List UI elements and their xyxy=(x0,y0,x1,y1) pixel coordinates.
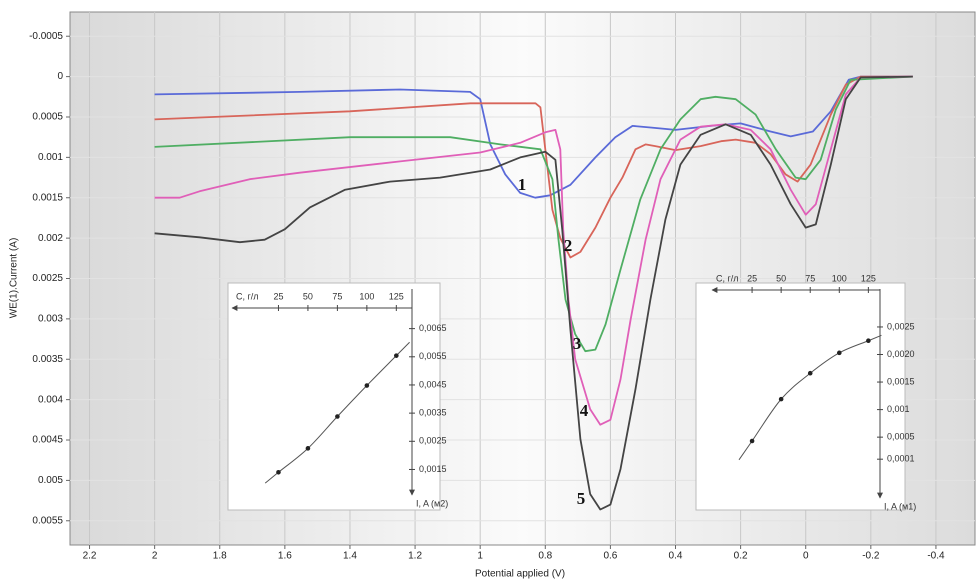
inset-y-tick-label: 0,0025 xyxy=(419,436,447,446)
y-tick-label: 0.004 xyxy=(38,394,63,405)
inset-x-tick-label: 75 xyxy=(332,291,342,301)
x-tick-label: 0.8 xyxy=(538,551,552,562)
inset-y-tick-label: 0,0015 xyxy=(887,376,915,386)
series-line xyxy=(154,75,913,511)
inset-x-title: С, г/л xyxy=(716,273,739,283)
data-point xyxy=(836,350,842,356)
x-tick-label: 0 xyxy=(803,551,809,562)
data-point xyxy=(276,469,281,475)
inset-x-tick-label: 50 xyxy=(776,273,786,283)
curve-label: 3 xyxy=(573,334,582,353)
data-point xyxy=(305,446,311,451)
data-point xyxy=(807,370,813,376)
curve-label: 5 xyxy=(577,489,586,508)
x-tick-label: -0.2 xyxy=(862,551,880,562)
series-line xyxy=(154,75,913,259)
inset-y-tick-label: 0,0001 xyxy=(887,454,915,464)
insets: С, г/л I, A (м2) 25 50 75 100 125 0,0065 0,0055 0… xyxy=(227,273,916,511)
x-tick-label: 1.2 xyxy=(408,551,422,562)
x-tick-label: 2.2 xyxy=(83,551,97,562)
inset-x-tick-label: 75 xyxy=(805,273,815,283)
inset-chart: С, г/л I, A (м2) 25 50 75 100 125 0,0065 0,0055 0… xyxy=(227,282,448,511)
data-point xyxy=(866,338,871,344)
y-axis-title: WE(1).Current (A) xyxy=(9,238,20,319)
y-tick-label: 0 xyxy=(57,71,63,82)
y-tick-label: 0.0045 xyxy=(32,435,63,446)
inset-y-tick-label: 0,0015 xyxy=(419,464,447,474)
y-tick-label: 0.002 xyxy=(38,233,63,244)
series-line xyxy=(154,75,913,353)
inset-box xyxy=(227,282,441,511)
inset-x-tick-label: 125 xyxy=(389,291,404,301)
data-point xyxy=(394,353,399,358)
x-tick-label: 0.4 xyxy=(669,551,683,562)
curve-label: 1 xyxy=(518,175,527,194)
x-tick-label: -0.4 xyxy=(927,551,945,562)
y-tick-label: 0.005 xyxy=(38,475,63,486)
series-line xyxy=(154,75,913,199)
inset-y-title: I, A (м1) xyxy=(884,501,916,511)
inset-y-tick-label: 0,0045 xyxy=(419,379,447,389)
inset-y-tick-label: 0,0055 xyxy=(419,351,447,361)
x-tick-label: 0.6 xyxy=(603,551,617,562)
inset-x-tick-label: 100 xyxy=(832,273,847,283)
x-tick-label: 1 xyxy=(477,551,483,562)
inset-y-tick-label: 0,0065 xyxy=(419,323,447,333)
data-point xyxy=(778,396,784,402)
series-line xyxy=(154,75,913,426)
y-tick-label: 0.0015 xyxy=(32,192,63,203)
inset-y-tick-label: 0,0035 xyxy=(419,408,447,418)
inset-x-title: С, г/л xyxy=(236,291,259,301)
inset-x-tick-label: 25 xyxy=(273,291,283,301)
inset-y-title: I, A (м2) xyxy=(416,498,448,508)
y-tick-label: 0.001 xyxy=(38,152,63,163)
inset-y-tick-label: 0,001 xyxy=(887,404,910,414)
inset-box xyxy=(695,282,906,511)
y-tick-label: 0.0055 xyxy=(32,515,63,526)
inset-chart: С, г/л I, A (м1) 25 50 75 100 125 0,0025 0,0020 0… xyxy=(695,273,916,511)
inset-x-tick-label: 25 xyxy=(747,273,757,283)
grid: 2.2 2 1.8 1.6 1.4 1.2 1 0.8 0.6 0.4 0.2 0 -0.2 -0.4 -0… xyxy=(29,12,975,562)
data-point xyxy=(335,414,340,419)
x-tick-label: 1.6 xyxy=(278,551,292,562)
data-point xyxy=(749,438,755,444)
inset-x-tick-label: 50 xyxy=(303,291,313,301)
inset-y-tick-label: 0,0005 xyxy=(887,432,915,442)
y-tick-label: 0.0035 xyxy=(32,354,63,365)
series-lines xyxy=(154,75,913,511)
labels: 1 2 3 4 5 xyxy=(518,175,589,508)
y-tick-label: -0.0005 xyxy=(29,31,63,42)
curve-label: 4 xyxy=(580,401,589,420)
curve-label: 2 xyxy=(564,236,573,255)
x-axis-title: Potential applied (V) xyxy=(475,569,565,580)
x-tick-label: 1.4 xyxy=(343,551,357,562)
y-tick-label: 0.003 xyxy=(38,314,63,325)
x-tick-label: 1.8 xyxy=(213,551,227,562)
inset-x-tick-label: 125 xyxy=(861,273,876,283)
x-tick-label: 2 xyxy=(152,551,158,562)
x-tick-label: 0.2 xyxy=(734,551,748,562)
inset-y-tick-label: 0,0020 xyxy=(887,349,915,359)
data-point xyxy=(364,383,370,388)
y-tick-label: 0.0025 xyxy=(32,273,63,284)
inset-x-tick-label: 100 xyxy=(359,291,374,301)
y-tick-label: 0.0005 xyxy=(32,112,63,123)
inset-y-tick-label: 0,0025 xyxy=(887,321,915,331)
